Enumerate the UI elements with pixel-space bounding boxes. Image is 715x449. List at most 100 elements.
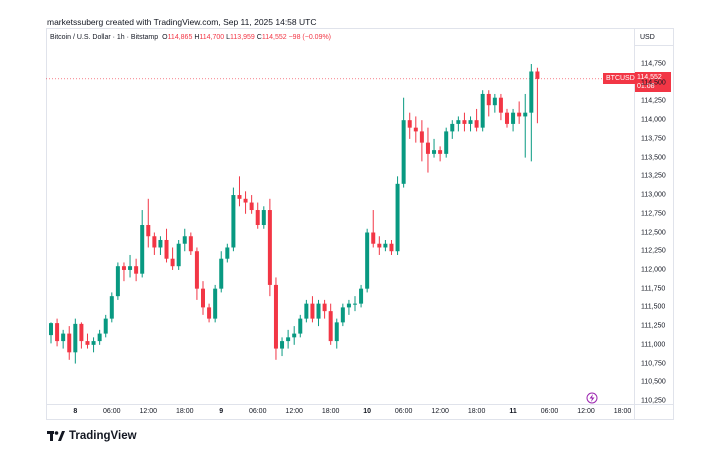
candle bbox=[97, 329, 102, 345]
candle bbox=[334, 318, 339, 349]
price-tick-label: 113,250 bbox=[641, 172, 666, 180]
candle-body bbox=[377, 243, 382, 248]
symbol-description[interactable]: Bitcoin / U.S. Dollar · 1h · Bitstamp bbox=[50, 34, 159, 41]
candle-body bbox=[517, 112, 522, 117]
tradingview-logo-icon bbox=[47, 431, 65, 441]
candle-body bbox=[61, 333, 66, 342]
candle bbox=[115, 262, 120, 300]
candle bbox=[249, 195, 254, 214]
candle-body bbox=[225, 247, 230, 259]
candle bbox=[365, 228, 370, 293]
candle bbox=[492, 93, 497, 113]
time-tick-label: 9 bbox=[219, 408, 224, 415]
candle-body bbox=[255, 210, 260, 226]
candle-body bbox=[134, 266, 139, 274]
candle-body bbox=[292, 333, 297, 338]
candle bbox=[152, 232, 157, 255]
candle-body bbox=[505, 112, 509, 124]
price-tick-label: 111,000 bbox=[641, 341, 666, 349]
candle-body bbox=[492, 97, 497, 106]
bar-countdown: 01:08 bbox=[637, 83, 655, 90]
candle-body bbox=[55, 323, 60, 342]
candle bbox=[286, 329, 291, 349]
candle bbox=[213, 284, 218, 323]
candle bbox=[468, 116, 473, 132]
candle-body bbox=[474, 120, 479, 128]
candle-body bbox=[322, 303, 327, 312]
time-tick-label: 10 bbox=[363, 408, 372, 415]
currency-label[interactable]: USD bbox=[640, 34, 655, 41]
price-tick-label: 114,750 bbox=[641, 60, 666, 68]
candle bbox=[462, 112, 467, 132]
close-value: 114,552 bbox=[261, 34, 287, 41]
candle bbox=[49, 322, 53, 344]
candle-body bbox=[286, 337, 291, 342]
candle-body bbox=[213, 288, 218, 319]
time-tick-label: 06:00 bbox=[248, 408, 267, 415]
time-tick-label: 12:00 bbox=[431, 408, 449, 415]
candle-body bbox=[49, 323, 53, 336]
candle bbox=[85, 333, 90, 349]
time-tick-label: 06:00 bbox=[540, 408, 559, 415]
candle bbox=[511, 108, 516, 132]
candle bbox=[480, 90, 485, 132]
time-axis-divider bbox=[46, 404, 674, 405]
lightning-bolt-icon[interactable] bbox=[586, 392, 598, 404]
price-tick-label: 111,750 bbox=[641, 285, 666, 293]
candle bbox=[535, 67, 540, 124]
tradingview-logo[interactable]: TradingView bbox=[47, 430, 137, 442]
candle bbox=[419, 120, 424, 162]
price-tick-label: 112,000 bbox=[641, 266, 666, 274]
time-tick-label: 18:00 bbox=[321, 408, 340, 415]
price-tick-label: 112,250 bbox=[641, 247, 666, 255]
candle-body bbox=[273, 284, 278, 349]
price-tick-label: 112,500 bbox=[641, 229, 666, 236]
price-axis-divider bbox=[634, 28, 635, 420]
candle-body bbox=[353, 303, 357, 305]
candle-body bbox=[401, 120, 406, 184]
candle-body bbox=[413, 127, 418, 132]
low-value: 113,959 bbox=[230, 34, 255, 41]
candle-body bbox=[109, 296, 114, 319]
candle-body bbox=[73, 323, 78, 353]
price-tick-label: 113,000 bbox=[641, 191, 666, 199]
candle bbox=[61, 329, 66, 349]
candle-body bbox=[176, 243, 181, 267]
candle-body bbox=[194, 251, 199, 289]
candle bbox=[298, 314, 303, 338]
candle-body bbox=[188, 236, 193, 252]
candle bbox=[67, 326, 72, 360]
candle-body bbox=[207, 307, 212, 319]
price-tick-label: 113,750 bbox=[641, 135, 666, 143]
candle bbox=[413, 116, 418, 143]
candle-body bbox=[486, 93, 491, 106]
time-tick-label: 06:00 bbox=[394, 408, 413, 415]
time-tick-label: 18:00 bbox=[467, 408, 486, 415]
candle-body bbox=[316, 303, 321, 319]
candle-body bbox=[91, 341, 96, 345]
candle-body bbox=[243, 198, 248, 203]
candle bbox=[164, 228, 169, 263]
candle bbox=[304, 299, 309, 323]
candle bbox=[401, 97, 406, 188]
candle-body bbox=[261, 210, 266, 226]
candle bbox=[146, 198, 151, 248]
symbol-price-tag: BTCUSD bbox=[603, 73, 638, 84]
price-tick-label: 110,250 bbox=[641, 397, 666, 405]
change-value: −98 (−0.09%) bbox=[288, 34, 332, 41]
candle-body bbox=[328, 311, 333, 342]
candle-body bbox=[419, 131, 424, 143]
candle-body bbox=[468, 120, 473, 124]
candle bbox=[219, 251, 224, 293]
price-tick-label: 110,500 bbox=[641, 378, 666, 386]
candle bbox=[456, 116, 461, 132]
candle-body bbox=[371, 232, 376, 244]
candle-body bbox=[425, 142, 430, 154]
candle bbox=[91, 337, 96, 353]
candle-body bbox=[523, 112, 528, 117]
close-label: C bbox=[256, 34, 262, 41]
candle bbox=[194, 247, 199, 300]
candle bbox=[389, 239, 394, 255]
candle bbox=[432, 138, 437, 158]
